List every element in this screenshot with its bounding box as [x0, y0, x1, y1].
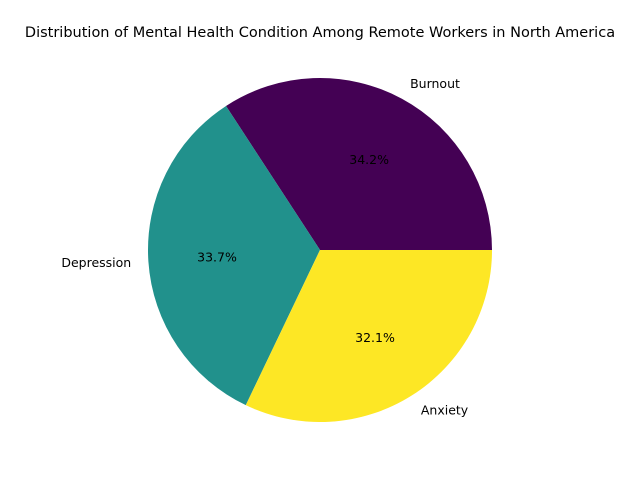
- slice-label-anxiety: Anxiety: [421, 403, 469, 418]
- pie-slice-burnout: [226, 78, 492, 250]
- slice-label-depression: Depression: [61, 255, 131, 270]
- slice-label-burnout: Burnout: [410, 76, 460, 91]
- percent-label-anxiety: 32.1%: [355, 330, 395, 345]
- percent-label-burnout: 34.2%: [349, 152, 389, 167]
- chart-title: Distribution of Mental Health Condition …: [25, 25, 615, 41]
- pie-slice-depression: [148, 105, 320, 406]
- percent-label-depression: 33.7%: [197, 249, 237, 264]
- pie-labels: Burnout 34.2% Depression 33.7% Anxiety 32.1%: [61, 76, 468, 417]
- pie-slice-anxiety: [245, 250, 492, 423]
- pie-slices: [148, 78, 492, 423]
